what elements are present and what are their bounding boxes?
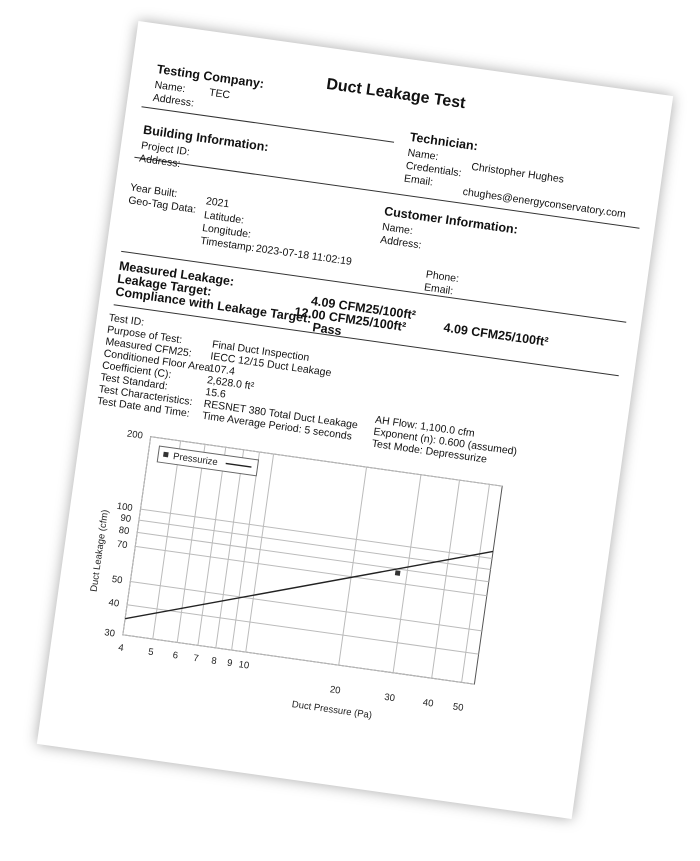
value: TEC xyxy=(208,86,231,102)
grid-line xyxy=(215,449,245,648)
grid-line xyxy=(122,436,152,635)
y-tick-label: 100 xyxy=(116,501,133,514)
grid-line xyxy=(431,480,461,679)
x-tick-label: 6 xyxy=(172,650,179,662)
value: Christopher Hughes xyxy=(470,160,565,186)
value: 4.09 CFM25/100ft² xyxy=(442,320,550,350)
grid-line xyxy=(338,466,368,666)
value: 2023-07-18 11:02:19 xyxy=(255,242,353,268)
grid-line xyxy=(138,519,491,570)
x-axis-label: Duct Pressure (Pa) xyxy=(291,699,373,721)
y-axis-label: Duct Leakage (cfm) xyxy=(89,509,111,593)
grid-line xyxy=(137,531,489,583)
grid-line xyxy=(231,451,260,651)
x-tick-label: 5 xyxy=(148,647,155,659)
y-tick-label: 200 xyxy=(126,428,143,441)
y-tick-label: 30 xyxy=(104,627,116,639)
x-tick-label: 40 xyxy=(422,697,434,709)
x-tick-label: 7 xyxy=(193,653,200,665)
grid-line xyxy=(150,436,503,487)
grid-line xyxy=(245,453,275,653)
x-tick-label: 30 xyxy=(384,692,396,704)
point xyxy=(394,570,401,576)
x-tick-label: 10 xyxy=(238,659,250,671)
paper: Duct Leakage Test Testing Company: Name:… xyxy=(36,20,674,820)
y-tick-label: 40 xyxy=(108,597,120,609)
grid-line xyxy=(130,580,482,632)
y-tick-label: 90 xyxy=(120,513,132,525)
grid-line xyxy=(176,444,206,643)
y-tick-label: 80 xyxy=(118,525,130,537)
grid-line xyxy=(392,474,422,673)
legend-box xyxy=(156,445,260,477)
x-tick-label: 8 xyxy=(211,655,218,667)
grid-line xyxy=(122,634,475,685)
legend-marker xyxy=(163,451,169,458)
x-tick-label: 50 xyxy=(452,701,464,713)
grid-line xyxy=(140,508,493,559)
x-tick-label: 9 xyxy=(226,658,233,670)
grid-line xyxy=(127,604,479,655)
x-tick-label: 20 xyxy=(329,684,341,696)
legend-line xyxy=(225,462,252,468)
y-tick-label: 70 xyxy=(116,539,128,551)
label: Address: xyxy=(379,233,423,252)
y-tick-label: 50 xyxy=(111,574,123,586)
grid-line xyxy=(197,447,227,646)
grid-line xyxy=(461,484,490,683)
label: Address: xyxy=(152,91,195,110)
grid-line xyxy=(152,440,182,640)
fit-line xyxy=(124,550,494,620)
title: Duct Leakage Test xyxy=(325,75,467,113)
value: 2021 xyxy=(205,195,230,211)
x-tick-label: 4 xyxy=(118,642,125,654)
grid-line xyxy=(135,545,487,597)
